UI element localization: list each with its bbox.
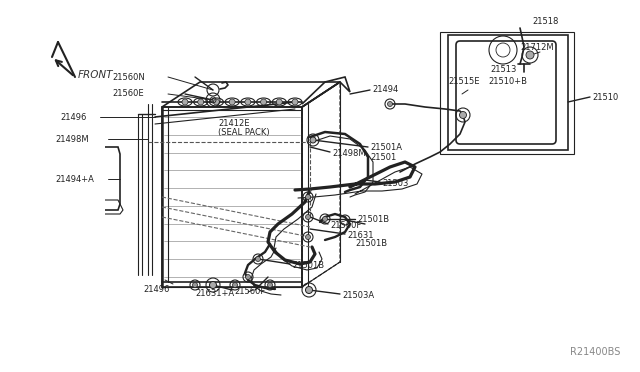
- Circle shape: [193, 282, 198, 288]
- Circle shape: [460, 112, 467, 119]
- Text: 21494+A: 21494+A: [55, 174, 94, 183]
- Circle shape: [182, 99, 188, 105]
- Circle shape: [310, 137, 316, 143]
- Text: 21496: 21496: [143, 285, 170, 295]
- Text: 21498M: 21498M: [332, 150, 365, 158]
- Text: 21494: 21494: [372, 86, 398, 94]
- Text: 21501B: 21501B: [357, 215, 389, 224]
- Text: 21496: 21496: [60, 112, 86, 122]
- Circle shape: [292, 99, 298, 105]
- Circle shape: [213, 99, 220, 105]
- Text: 21498M: 21498M: [55, 135, 88, 144]
- Circle shape: [260, 99, 267, 105]
- Circle shape: [268, 282, 273, 288]
- Text: FRONT: FRONT: [78, 70, 113, 80]
- Text: 21503: 21503: [382, 180, 408, 189]
- Text: 21560E: 21560E: [112, 90, 143, 99]
- Text: 21513: 21513: [490, 65, 516, 74]
- Text: 21515E: 21515E: [448, 77, 479, 87]
- Circle shape: [245, 99, 251, 105]
- Circle shape: [198, 99, 204, 105]
- Circle shape: [232, 282, 237, 288]
- Circle shape: [526, 51, 534, 59]
- Text: 21412E: 21412E: [218, 119, 250, 128]
- Circle shape: [246, 275, 250, 279]
- Text: 21501A: 21501A: [370, 144, 402, 153]
- Circle shape: [229, 99, 235, 105]
- Text: 21631: 21631: [347, 231, 374, 240]
- Text: 21503A: 21503A: [342, 292, 374, 301]
- Text: 21560N: 21560N: [112, 73, 145, 81]
- Circle shape: [305, 195, 310, 199]
- Text: R21400BS: R21400BS: [570, 347, 620, 357]
- Text: 21501B: 21501B: [292, 262, 324, 270]
- Circle shape: [255, 257, 260, 262]
- Circle shape: [387, 102, 392, 106]
- Text: 21560F: 21560F: [330, 221, 361, 231]
- Text: 21518: 21518: [532, 17, 558, 26]
- Text: 21712M: 21712M: [520, 42, 554, 51]
- Text: 21501B: 21501B: [355, 240, 387, 248]
- Circle shape: [209, 282, 216, 289]
- Text: 21501: 21501: [370, 153, 396, 161]
- Circle shape: [323, 217, 328, 221]
- Text: 21560F: 21560F: [234, 288, 265, 296]
- Text: 21510: 21510: [592, 93, 618, 103]
- Circle shape: [305, 286, 312, 294]
- Text: 21631+A: 21631+A: [195, 289, 234, 298]
- Circle shape: [305, 215, 310, 219]
- Circle shape: [276, 99, 282, 105]
- Circle shape: [305, 234, 310, 240]
- Text: (SEAL PACK): (SEAL PACK): [218, 128, 269, 137]
- Text: 21510+B: 21510+B: [488, 77, 527, 87]
